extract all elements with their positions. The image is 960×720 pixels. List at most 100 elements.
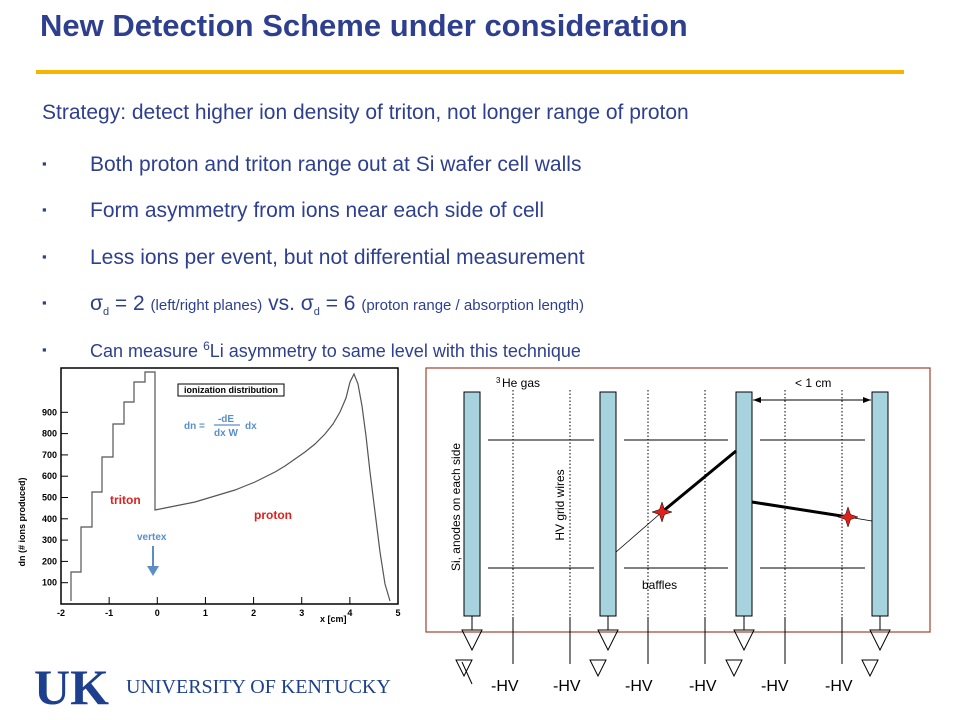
- sigma-symbol: σ: [90, 292, 103, 315]
- hv-label: -HV: [761, 678, 789, 695]
- x-tick-label: -2: [57, 608, 65, 618]
- x-tick-label: 5: [395, 608, 400, 618]
- y-tick-label: 100: [42, 578, 57, 588]
- wafer-label: Si, anodes on each side: [449, 443, 463, 571]
- ionization-curve: [70, 371, 391, 602]
- hv-label: -HV: [491, 678, 519, 695]
- vertex-label: vertex: [137, 532, 167, 543]
- y-tick-label: 700: [42, 450, 57, 460]
- li-superscript: 6: [203, 339, 210, 353]
- amplifier-icon: [869, 629, 891, 652]
- y-tick-label: 600: [42, 471, 57, 481]
- title-underline: [36, 70, 904, 74]
- y-tick-label: 400: [42, 514, 57, 524]
- formula-numerator: -dE: [218, 414, 234, 425]
- y-tick-label: 800: [42, 429, 57, 439]
- bullet-item: ▪ Less ions per event, but not differenti…: [42, 246, 585, 270]
- formula-rhs: dx: [245, 421, 257, 432]
- dimension-arrow-icon: [863, 397, 871, 403]
- amplifier-icon: [597, 629, 619, 652]
- diagram-frame: [425, 367, 931, 633]
- y-axis-ticks: 100 200 300 400 500 600 700 800 900: [42, 407, 68, 588]
- formula-denominator: dx W: [214, 428, 238, 439]
- bullet-marker: ▪: [42, 202, 47, 217]
- bullet-marker: ▪: [42, 342, 47, 357]
- legend-box: [177, 383, 285, 397]
- y-tick-label: 900: [42, 407, 57, 417]
- uk-logo-mark: UK: [34, 659, 109, 714]
- sigma-symbol: σ: [300, 292, 314, 315]
- y-axis-label: dn (# ions produced): [17, 477, 27, 566]
- he-gas-label: He gas: [502, 376, 540, 390]
- bullet-text: Form asymmetry from ions near each side …: [90, 199, 544, 222]
- x-tick-label: 3: [299, 608, 304, 618]
- bullet-text: Less ions per event, but not differentia…: [90, 246, 585, 269]
- hv-label: -HV: [553, 678, 581, 695]
- bullet-item: ▪ Form asymmetry from ions near each side…: [42, 199, 544, 223]
- bullet-item: ▪ Both proton and triton range out at Si …: [42, 153, 581, 177]
- bullet-marker: ▪: [42, 249, 47, 264]
- si-wafer: [599, 391, 617, 617]
- dimension-arrow-icon: [753, 397, 761, 403]
- versus-text: vs.: [262, 292, 301, 315]
- amplifier-icon: [455, 659, 473, 678]
- si-wafer: [735, 391, 753, 617]
- formula-lhs: dn =: [184, 421, 205, 432]
- sigma-note: (proton range / absorption length): [361, 297, 584, 314]
- baffle-label: baffles: [642, 578, 677, 592]
- li-text-pre: Can measure: [90, 341, 204, 361]
- he-superscript: 3: [496, 376, 501, 385]
- hv-label: -HV: [689, 678, 717, 695]
- university-logo: UK UNIVERSITY OF KENTUCKY: [34, 659, 391, 714]
- si-wafer: [871, 391, 889, 617]
- si-wafer: [463, 391, 481, 617]
- vertex-star-icon: [651, 501, 673, 523]
- amplifier-icon: [461, 629, 483, 652]
- x-tick-label: 0: [155, 608, 160, 618]
- wire-label: HV grid wires: [553, 469, 567, 540]
- bullet-li: ▪ Can measure 6Li asymmetry to same level…: [42, 339, 581, 362]
- amplifier-icon: [861, 659, 879, 678]
- bullet-text: Both proton and triton range out at Si w…: [90, 153, 582, 176]
- x-tick-label: 2: [251, 608, 256, 618]
- baffles: [488, 439, 865, 569]
- x-axis-label: x [cm]: [320, 614, 347, 624]
- slide-title: New Detection Scheme under consideration: [40, 8, 688, 43]
- vertex-arrow-head: [147, 566, 159, 576]
- y-tick-label: 300: [42, 535, 57, 545]
- sigma-value: = 6: [319, 292, 362, 315]
- detector-diagram: < 1 cm 3 He gas Si, anodes on each side …: [425, 367, 931, 695]
- ionization-plot: 100 200 300 400 500 600 700 800 900 -2 -1 0 1 2 3 4 5 i…: [17, 367, 401, 624]
- bullet-marker: ▪: [42, 295, 47, 310]
- amplifier-icon: [589, 659, 607, 678]
- x-tick-label: -1: [105, 608, 113, 618]
- triton-track: [661, 449, 737, 514]
- grid-wires: [512, 390, 843, 617]
- university-name: UNIVERSITY OF KENTUCKY: [126, 676, 391, 698]
- readout-amplifiers: [455, 616, 891, 685]
- sigma-subscript: d: [313, 306, 320, 319]
- strategy-text: Strategy: detect higher ion density of t…: [42, 101, 689, 124]
- triton-label: triton: [110, 493, 141, 507]
- y-tick-label: 500: [42, 493, 57, 503]
- sigma-subscript: d: [102, 306, 110, 319]
- x-tick-label: 1: [203, 608, 208, 618]
- amplifier-icon: [733, 629, 755, 652]
- hv-label: -HV: [825, 678, 853, 695]
- bullet-sigma: ▪ σd = 2 (left/right planes) vs. σd = 6 (…: [42, 292, 584, 318]
- proton-track: [615, 511, 663, 553]
- hv-label: -HV: [625, 678, 653, 695]
- plot-frame: [60, 367, 399, 605]
- li-text-post: Li asymmetry to same level with this tec…: [209, 341, 581, 361]
- vertex-star-icon: [837, 506, 859, 528]
- x-axis-ticks: -2 -1 0 1 2 3 4 5: [57, 597, 401, 618]
- proton-label: proton: [254, 508, 292, 522]
- bullet-marker: ▪: [42, 156, 47, 171]
- legend-title: ionization distribution: [184, 385, 278, 395]
- x-tick-label: 4: [347, 608, 352, 618]
- triton-track: [751, 500, 849, 519]
- y-tick-label: 200: [42, 556, 57, 566]
- sigma-note: (left/right planes): [150, 297, 263, 314]
- sigma-value: = 2: [109, 292, 151, 315]
- amplifier-icon: [725, 659, 743, 678]
